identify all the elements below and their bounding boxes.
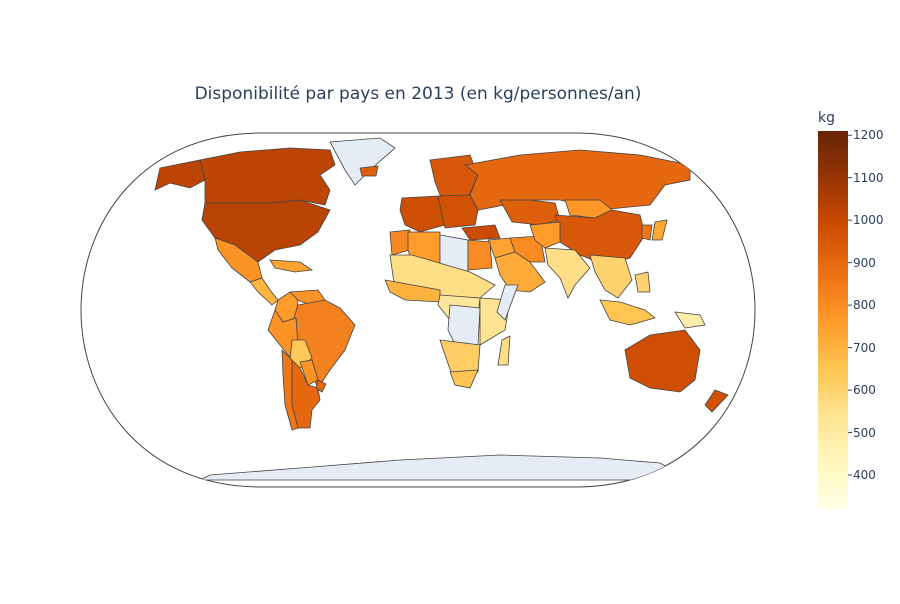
colorbar-tick-label: 600 [853, 383, 876, 398]
country-region[interactable]: Uruguay [315, 379, 327, 393]
country-region[interactable]: New Zealand [704, 389, 729, 413]
colorbar-tick-label: 900 [853, 255, 876, 270]
country-region[interactable]: Caribbean [269, 259, 314, 273]
country-region[interactable]: Southeast Asia [589, 254, 633, 299]
colorbar-tick-label: 400 [853, 468, 876, 483]
country-region[interactable]: Somalia [496, 284, 519, 321]
country-region[interactable]: Iceland [359, 165, 379, 177]
country-region[interactable]: Egypt [467, 239, 493, 271]
country-region[interactable]: Korea [641, 224, 653, 241]
colorbar-tick-label: 500 [853, 425, 876, 440]
country-region[interactable]: Papua New Guinea [674, 311, 706, 329]
colorbar-tick-label: 1000 [853, 213, 884, 228]
colorbar-title: kg [818, 110, 835, 126]
country-region[interactable]: Central Asia [529, 221, 561, 249]
country-region[interactable]: South Africa [449, 369, 479, 389]
country-region[interactable]: United States [201, 199, 331, 263]
regions-layer: CanadaAlaskaUnited StatesGreenlandMexico… [154, 137, 729, 481]
colorbar-tick-label: 800 [853, 298, 876, 313]
country-region[interactable]: Australia [624, 329, 701, 393]
country-region[interactable]: Japan [651, 219, 668, 241]
map-title: Disponibilité par pays en 2013 (en kg/pe… [194, 84, 642, 104]
country-region[interactable]: Russia [464, 149, 691, 211]
country-region[interactable]: Madagascar [497, 335, 511, 366]
country-region[interactable]: India [544, 247, 591, 299]
colorbar-gradient [818, 131, 848, 509]
colorbar-tick-label: 700 [853, 340, 876, 355]
country-region[interactable]: Eastern Europe [437, 194, 479, 229]
country-region[interactable]: Canada [199, 147, 336, 206]
colorbar-tick-label: 1200 [853, 128, 884, 143]
country-region[interactable]: Indonesia [599, 299, 656, 326]
country-region[interactable]: Philippines [634, 271, 651, 293]
country-region[interactable]: Alaska [154, 159, 206, 191]
country-region[interactable]: Turkey [461, 224, 501, 241]
country-region[interactable]: Chile [281, 348, 299, 431]
country-region[interactable]: West Africa [384, 279, 441, 303]
country-region[interactable]: China [554, 209, 646, 266]
country-region[interactable]: Antarctica [199, 454, 692, 481]
colorbar-tick-label: 1100 [853, 170, 884, 185]
